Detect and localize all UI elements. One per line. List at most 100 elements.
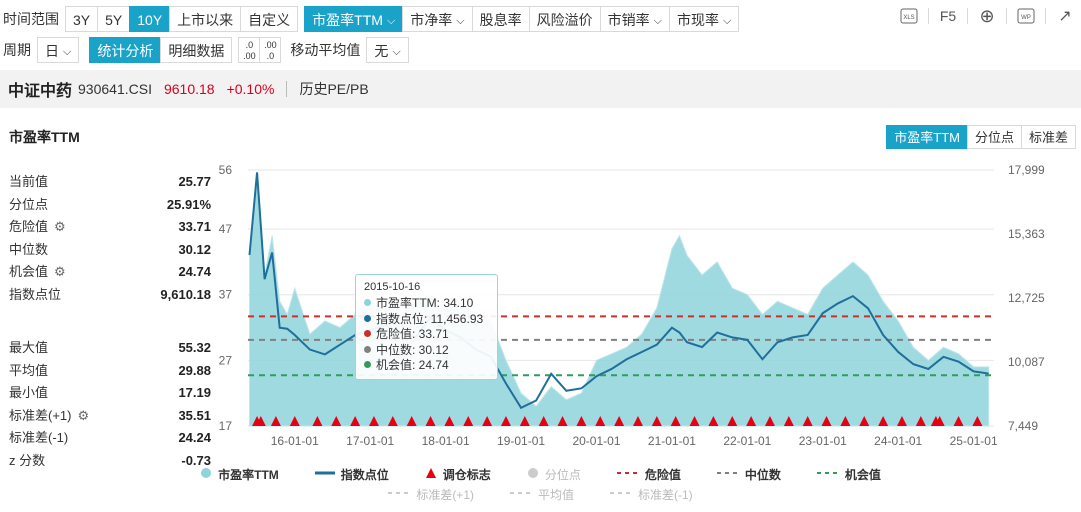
- legend-item[interactable]: 标准差(-1): [610, 486, 693, 503]
- view-tab-1[interactable]: 明细数据: [160, 37, 233, 63]
- rebalance-marker: [878, 416, 889, 426]
- x-tick-label: 23-01-01: [799, 434, 847, 448]
- rebalance-marker: [708, 416, 719, 426]
- rebalance-marker: [930, 416, 941, 426]
- decimal-decrease-button[interactable]: .00 .0: [259, 37, 282, 63]
- dashed-line-icon: [616, 467, 639, 482]
- index-code: 930641.CSI: [78, 81, 152, 97]
- gear-icon[interactable]: ⚙: [54, 264, 66, 279]
- legend-item[interactable]: 分位点: [527, 466, 581, 483]
- view-tab-0[interactable]: 统计分析: [89, 37, 162, 63]
- decimal-increase-button[interactable]: .0 .00: [238, 37, 261, 63]
- rebalance-marker: [821, 416, 832, 426]
- metric-group: 市盈率TTM ⌵ 市净率 ⌵ 股息率 风险溢价 市销率 ⌵ 市现率 ⌵: [304, 6, 740, 32]
- chart-mode-tab-1[interactable]: 分位点: [966, 125, 1022, 149]
- legend-dot-icon: [364, 345, 371, 353]
- metric-tab-1[interactable]: 市净率 ⌵: [402, 6, 473, 32]
- dashed-line-icon: [816, 467, 839, 482]
- y-right-tick-label: 12,725: [1008, 291, 1045, 305]
- stat-label: 分位点: [9, 196, 49, 212]
- dashed-line-icon: [716, 467, 739, 482]
- share-icon[interactable]: ↗: [1058, 8, 1072, 25]
- area-swatch-icon: [200, 467, 212, 482]
- add-icon[interactable]: ⊕: [979, 5, 995, 26]
- chart-mode-tabs: 市盈率TTM 分位点 标准差: [886, 125, 1076, 149]
- stat-label: 指数点位: [9, 286, 62, 302]
- refresh-f5-icon[interactable]: F5: [939, 8, 957, 24]
- legend-item[interactable]: 标准差(+1): [388, 486, 474, 503]
- legend-item[interactable]: 市盈率TTM: [200, 466, 279, 483]
- metric-tab-5[interactable]: 市现率 ⌵: [668, 6, 740, 32]
- y-right-tick-label: 10,087: [1008, 355, 1045, 369]
- metric-tab-0[interactable]: 市盈率TTM ⌵: [304, 6, 404, 32]
- legend-item[interactable]: 平均值: [510, 486, 574, 503]
- rebalance-marker: [972, 416, 983, 426]
- legend-item[interactable]: 机会值: [816, 466, 881, 483]
- stat-key: 平均值: [9, 360, 48, 383]
- legend-label: 指数点位: [340, 468, 389, 482]
- excel-export-icon[interactable]: XLS: [893, 4, 925, 28]
- legend-label: 分位点: [544, 468, 581, 482]
- x-tick-label: 18-01-01: [422, 434, 470, 448]
- stat-row: 机会值 ⚙ 24.74: [9, 261, 211, 284]
- metric-tab-label: 股息率: [479, 12, 522, 28]
- rebalance-marker: [632, 416, 643, 426]
- legend-item[interactable]: 危险值: [616, 466, 681, 483]
- x-tick-label: 16-01-01: [271, 434, 319, 448]
- stat-key: 中位数: [9, 239, 48, 262]
- period-select[interactable]: 日 ⌵: [37, 37, 80, 63]
- stats-bottom: 最大值 55.32 平均值 29.88 最小值 17.19 标准差(+1) ⚙ 35.51 标准差…: [9, 337, 211, 472]
- chart-mode-tab-0[interactable]: 市盈率TTM: [886, 125, 968, 149]
- legend-item[interactable]: 调仓标志: [425, 466, 491, 483]
- tooltip-row: 市盈率TTM: 34.10: [364, 295, 489, 311]
- index-name: 中证中药: [8, 83, 73, 100]
- rebalance-marker: [387, 416, 398, 426]
- tooltip-row: 机会值: 24.74: [364, 357, 489, 373]
- stat-key: 标准差(+1) ⚙: [9, 405, 89, 428]
- right-icons: XLS F5 ⊕ WP ↗: [893, 4, 1081, 28]
- y-right-tick-label: 17,999: [1008, 163, 1045, 177]
- chart-mode-tab-2[interactable]: 标准差: [1020, 125, 1076, 149]
- svg-text:WP: WP: [1021, 15, 1031, 21]
- metric-tab-3[interactable]: 风险溢价: [528, 6, 601, 32]
- metric-tab-4[interactable]: 市销率 ⌵: [599, 6, 670, 32]
- section-title: 市盈率TTM: [9, 129, 80, 145]
- range-button-3[interactable]: 上市以来: [169, 6, 242, 32]
- rebalance-marker: [783, 416, 794, 426]
- stat-label: 中位数: [9, 241, 49, 257]
- rebalance-marker: [350, 416, 361, 426]
- ma-select[interactable]: 无 ⌵: [366, 37, 409, 63]
- rebalance-marker: [444, 416, 455, 426]
- range-button-1[interactable]: 5Y: [97, 6, 131, 32]
- rebalance-marker: [519, 416, 530, 426]
- gear-icon[interactable]: ⚙: [54, 219, 66, 234]
- rebalance-marker: [482, 416, 493, 426]
- legend-row-1: 市盈率TTM 指数点位 调仓标志 分位点 危险值 中位数 机会值: [0, 466, 1081, 483]
- gear-icon[interactable]: ⚙: [77, 407, 90, 423]
- wps-icon[interactable]: WP: [1010, 4, 1042, 28]
- metric-tab-label: 市净率: [410, 12, 453, 28]
- stat-value: 17.19: [178, 385, 211, 400]
- stat-value: 30.12: [178, 241, 211, 257]
- index-info-bar: 中证中药 930641.CSI 9610.18 +0.10% 历史PE/PB: [0, 70, 1081, 108]
- legend-label: 平均值: [538, 488, 575, 502]
- index-change: +0.10%: [226, 81, 275, 97]
- stat-row: 危险值 ⚙ 33.71: [9, 216, 211, 239]
- history-pe-pb-link[interactable]: 历史PE/PB: [299, 81, 369, 97]
- rebalance-marker: [802, 416, 813, 426]
- legend-item[interactable]: 指数点位: [314, 466, 389, 483]
- stat-key: 最大值: [9, 337, 48, 360]
- legend-item[interactable]: 中位数: [716, 466, 781, 483]
- rebalance-marker: [614, 416, 625, 426]
- rebalance-marker: [934, 416, 945, 426]
- toolbar-row-2: 周期 日 ⌵ 统计分析 明细数据 .0 .00 .00 .0 移动平均值 无 ⌵: [0, 37, 409, 63]
- range-button-0[interactable]: 3Y: [65, 6, 99, 32]
- range-button-2[interactable]: 10Y: [129, 6, 171, 32]
- metric-tab-2[interactable]: 股息率: [471, 6, 530, 32]
- range-button-4[interactable]: 自定义: [240, 6, 299, 32]
- stat-value: -0.73: [181, 452, 211, 468]
- stat-value: 29.88: [178, 362, 211, 378]
- legend-dot-icon: [364, 361, 371, 369]
- time-range-label: 时间范围: [3, 11, 59, 27]
- stats-top: 当前值 25.77 分位点 25.91% 危险值 ⚙ 33.71 中位数 30.12 机会值 ⚙ 24…: [9, 171, 211, 306]
